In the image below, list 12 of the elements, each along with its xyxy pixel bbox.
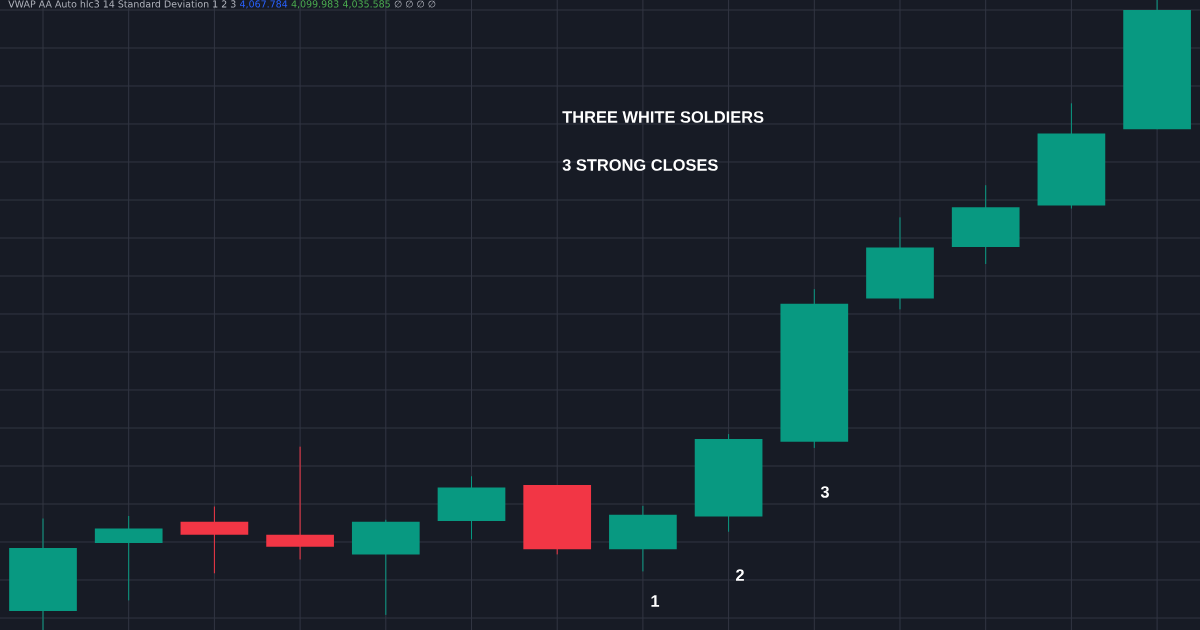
annotation: 4,099.983 bbox=[291, 0, 339, 9]
annotation: 1 bbox=[651, 595, 660, 607]
candlestick bbox=[266, 446, 334, 560]
annotation: 2 bbox=[735, 569, 744, 581]
annotation: ∅ ∅ ∅ ∅ bbox=[394, 0, 436, 8]
annotation: 3 bbox=[820, 486, 829, 498]
annotation: VWAP AA Auto hlc3 14 Standard Deviation 1 2 3 bbox=[8, 0, 236, 8]
annotation: 4,067.784 bbox=[240, 0, 288, 9]
annotation: THREE WHITE SOLDIERS bbox=[562, 111, 764, 123]
annotation: 3 STRONG CLOSES bbox=[562, 159, 718, 171]
annotation: 4,035.585 bbox=[342, 0, 390, 9]
candlestick bbox=[94, 515, 163, 601]
